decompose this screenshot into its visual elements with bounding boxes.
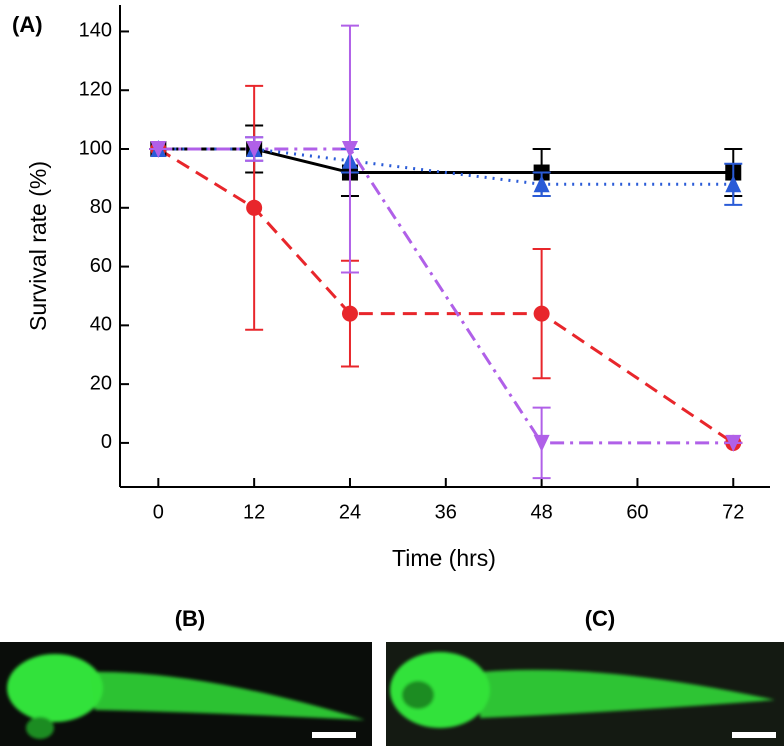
- x-tick-label: 12: [243, 501, 265, 523]
- marker: [150, 141, 167, 159]
- series-line: [157, 147, 735, 445]
- marker: [533, 175, 550, 193]
- x-tick-label: 72: [722, 501, 744, 523]
- y-axis-label: Survival rate (%): [25, 161, 51, 331]
- marker: [725, 175, 742, 193]
- marker: [725, 434, 742, 452]
- y-tick-label: 120: [79, 79, 112, 101]
- x-tick-label: 0: [153, 501, 164, 523]
- x-axis-label: Time (hrs): [392, 545, 496, 571]
- y-tick-label: 40: [90, 314, 112, 336]
- x-tick-label: 60: [626, 501, 648, 523]
- series-line: [158, 147, 734, 175]
- marker: [341, 141, 358, 159]
- fluorescence-image: [0, 642, 372, 746]
- panel-label: (A): [12, 12, 43, 37]
- marker: [246, 141, 263, 159]
- image-panels: (B) (C): [0, 606, 784, 746]
- marker: [533, 305, 550, 322]
- panel-label: (C): [585, 606, 616, 631]
- panel-label: (B): [175, 606, 206, 631]
- series-line: [158, 147, 734, 186]
- x-tick-label: 48: [530, 501, 552, 523]
- y-tick-label: 100: [79, 137, 112, 159]
- chart: (A) Time (hrs) Survival rate (%) 0 20 40 60…: [12, 5, 770, 571]
- y-tick-label: 0: [101, 431, 112, 453]
- marker: [246, 199, 263, 216]
- y-tick-label: 80: [90, 196, 112, 218]
- y-tick-label: 60: [90, 255, 112, 277]
- x-tick-label: 24: [339, 501, 361, 523]
- y-tick-label: 140: [79, 20, 112, 42]
- marker: [533, 434, 550, 452]
- fluorescence-image: [386, 642, 784, 746]
- marker: [341, 305, 358, 322]
- y-tick-label: 20: [90, 372, 112, 394]
- x-tick-label: 36: [435, 501, 457, 523]
- series-line: [158, 147, 734, 445]
